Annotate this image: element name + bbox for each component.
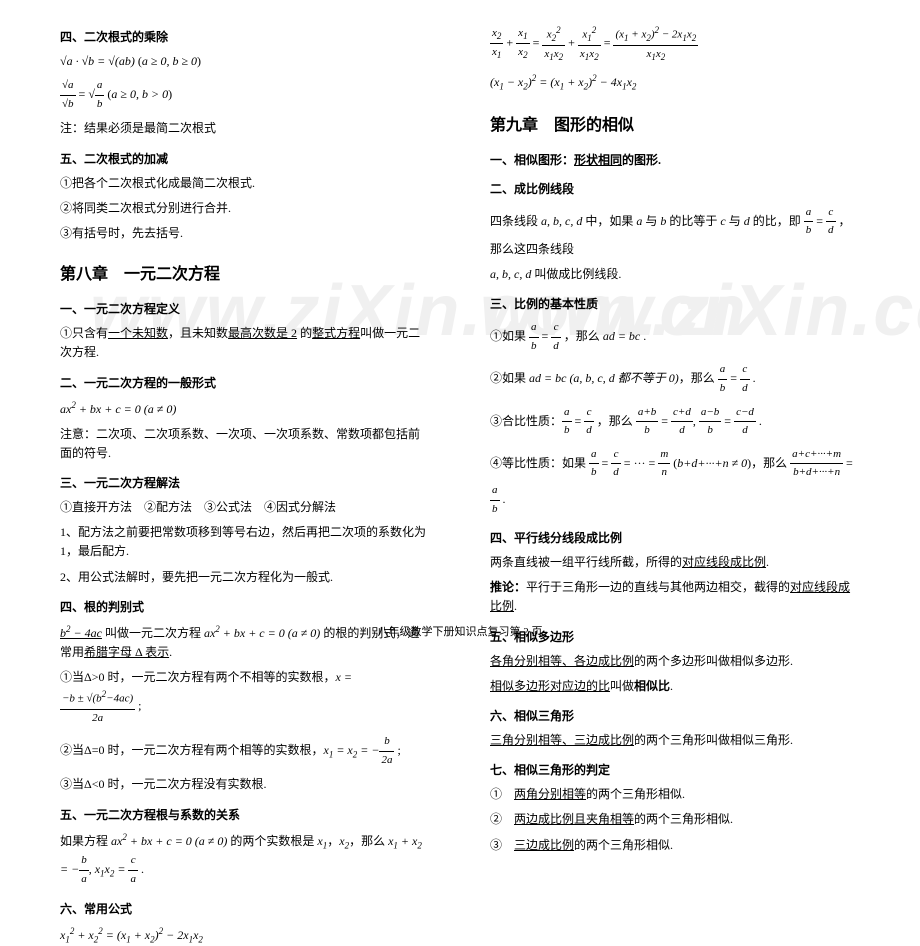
judge-2: ② 两边成比例且夹角相等的两个三角形相似.	[490, 810, 860, 829]
delta-pos: ①当Δ>0 时，一元二次方程有两个不相等的实数根，x = −b ± √(b2−4…	[60, 668, 430, 727]
ratio-prop-4: ④等比性质：如果 ab = cd = ··· = mn (b+d+···+n ≠…	[490, 446, 860, 518]
delta-neg: ③当Δ<0 时，一元二次方程没有实数根.	[60, 775, 430, 794]
heading-8-5: 五、一元二次方程根与系数的关系	[60, 806, 430, 823]
heading-9-6: 六、相似三角形	[490, 707, 860, 724]
note-simplest: 注：结果必须是最简二次根式	[60, 119, 430, 138]
ratio-prop-3: ③合比性质：ab = cd ，那么 a+bb = c+dd, a−bb = c−…	[490, 404, 860, 440]
methods-list: ①直接开方法 ②配方法 ③公式法 ④因式分解法	[60, 498, 430, 517]
def-quadratic: ①只含有一个未知数，且未知数最高次数是 2 的整式方程叫做一元二次方程.	[60, 324, 430, 362]
parallel-1: 两条直线被一组平行线所截，所得的对应线段成比例.	[490, 553, 860, 572]
note-terms: 注意：二次项、二次项系数、一次项、一次项系数、常数项都包括前面的符号.	[60, 425, 430, 463]
heading-9-3: 三、比例的基本性质	[490, 295, 860, 312]
ratio-prop-1: ①如果 ab = cd ，那么 ad = bc .	[490, 319, 860, 355]
proportion-def-2: a, b, c, d 叫做成比例线段.	[490, 265, 860, 284]
ratio-prop-2: ②如果 ad = bc (a, b, c, d 都不等于 0)，那么 ab = …	[490, 361, 860, 397]
left-column: 四、二次根式的乘除 √a · √b = √(ab) (a ≥ 0, b ≥ 0)…	[60, 20, 430, 600]
method-note-2: 2、用公式法解时，要先把一元二次方程化为一般式.	[60, 568, 430, 587]
step-1: ①把各个二次根式化成最简二次根式.	[60, 174, 430, 193]
discriminant-def: b2 − 4ac 叫做一元二次方程 ax2 + bx + c = 0 (a ≠ …	[60, 622, 430, 662]
heading-8-6: 六、常用公式	[60, 900, 430, 917]
heading-8-2: 二、一元二次方程的一般形式	[60, 374, 430, 391]
chapter-9-heading: 第九章 图形的相似	[490, 111, 860, 135]
right-column: x2x1 + x1x2 = x22x1x2 + x12x1x2 = (x1 + …	[490, 20, 860, 600]
heading-8-1: 一、一元二次方程定义	[60, 300, 430, 317]
proportion-def-1: 四条线段 a, b, c, d 中，如果 a 与 b 的比等于 c 与 d 的比…	[490, 204, 860, 259]
triangle-def: 三角分别相等、三边成比例的两个三角形叫做相似三角形.	[490, 731, 860, 750]
step-3: ③有括号时，先去括号.	[60, 224, 430, 243]
heading-9-4: 四、平行线分线段成比例	[490, 529, 860, 546]
common-formula-2: x2x1 + x1x2 = x22x1x2 + x12x1x2 = (x1 + …	[490, 23, 860, 65]
heading-9-1: 一、相似图形：形状相同的图形.	[490, 151, 860, 168]
method-note-1: 1、配方法之前要把常数项移到等号右边，然后再把二次项的系数化为 1，最后配方.	[60, 523, 430, 561]
delta-zero: ②当Δ=0 时，一元二次方程有两个相等的实数根，x1 = x2 = −b2a ;	[60, 733, 430, 769]
formula-sqrt-mult: √a · √b = √(ab) (a ≥ 0, b ≥ 0)	[60, 52, 430, 71]
heading-sec5: 五、二次根式的加减	[60, 150, 430, 167]
common-formula-1: x12 + x22 = (x1 + x2)2 − 2x1x2	[60, 924, 430, 946]
heading-9-7: 七、相似三角形的判定	[490, 761, 860, 778]
heading-9-2: 二、成比例线段	[490, 180, 860, 197]
polygon-2: 相似多边形对应边的比叫做相似比.	[490, 677, 860, 696]
polygon-1: 各角分别相等、各边成比例的两个多边形叫做相似多边形.	[490, 652, 860, 671]
heading-8-4: 四、根的判别式	[60, 598, 430, 615]
chapter-8-heading: 第八章 一元二次方程	[60, 260, 430, 284]
parallel-2: 推论：平行于三角形一边的直线与其他两边相交，截得的对应线段成比例.	[490, 578, 860, 616]
step-2: ②将同类二次根式分别进行合并.	[60, 199, 430, 218]
judge-1: ① 两角分别相等的两个三角形相似.	[490, 785, 860, 804]
vieta: 如果方程 ax2 + bx + c = 0 (a ≠ 0) 的两个实数根是 x1…	[60, 830, 430, 889]
judge-3: ③ 三边成比例的两个三角形相似.	[490, 836, 860, 855]
formula-sqrt-div: √a√b = √ab (a ≥ 0, b > 0)	[60, 77, 430, 113]
heading-8-3: 三、一元二次方程解法	[60, 474, 430, 491]
heading-sec4: 四、二次根式的乘除	[60, 28, 430, 45]
heading-9-5: 五、相似多边形	[490, 628, 860, 645]
common-formula-3: (x1 − x2)2 = (x1 + x2)2 − 4x1x2	[490, 71, 860, 94]
general-form: ax2 + bx + c = 0 (a ≠ 0)	[60, 398, 430, 419]
